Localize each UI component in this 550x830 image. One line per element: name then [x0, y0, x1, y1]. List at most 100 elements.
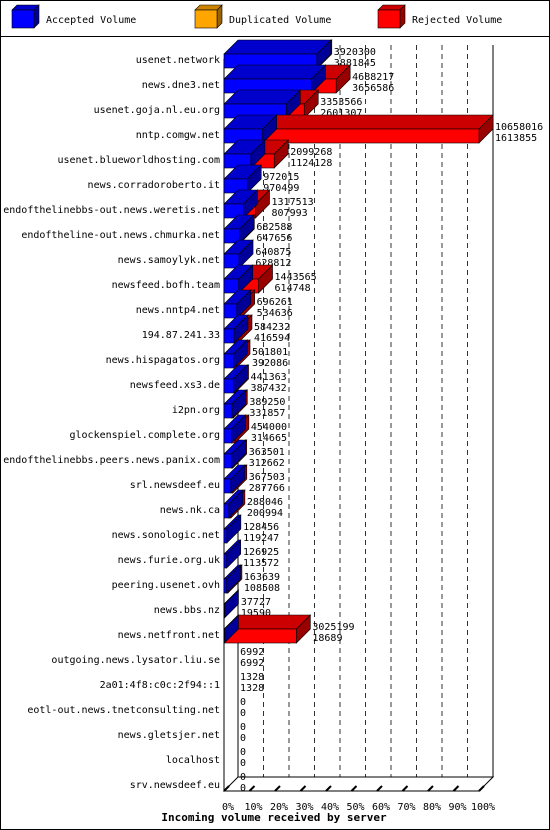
orange-cube-icon	[194, 4, 223, 29]
x-tick-mark	[350, 785, 358, 792]
category-label: nntp.comgw.net	[136, 130, 220, 141]
total-volume-label: 163639	[244, 572, 280, 583]
category-label: endofthelinebbs-out.news.weretis.net	[3, 205, 220, 216]
x-tick-label: 0%	[222, 802, 234, 813]
plot-area: 0% 10% 20% 30% 40% 50% 60% 70% 80% 90% 100% usenet.…	[3, 39, 543, 813]
accepted-volume-label: 331857	[249, 408, 285, 419]
x-tick-label: 100%	[471, 802, 495, 813]
x-tick-mark	[299, 785, 307, 792]
floor	[222, 776, 495, 792]
total-volume-label: 0	[240, 722, 246, 733]
total-volume-label: 0	[240, 772, 246, 783]
accepted-volume-bar	[223, 289, 252, 319]
total-volume-label: 0	[240, 697, 246, 708]
x-tick-mark	[248, 785, 256, 792]
x-tick-mark	[427, 785, 434, 792]
total-volume-label: 10658016	[495, 122, 543, 133]
accepted-volume-bar	[223, 339, 249, 369]
x-tick-label: 30%	[295, 802, 313, 813]
accepted-volume-label: 392086	[252, 358, 288, 369]
category-label: outgoing.news.lysator.liu.se	[51, 655, 220, 666]
x-tick-mark	[274, 785, 281, 792]
total-volume-label: 1317513	[272, 197, 314, 208]
category-label: news.corradoroberto.it	[88, 180, 220, 191]
accepted-volume-label: 970499	[263, 183, 299, 194]
category-label: news.furie.org.uk	[118, 555, 220, 566]
total-volume-label: 389250	[249, 397, 285, 408]
accepted-volume-label: 628812	[255, 258, 291, 269]
total-volume-label: 441363	[251, 372, 287, 383]
x-tick-mark	[478, 785, 485, 792]
accepted-volume-bar	[223, 439, 247, 469]
category-label: news.samoylyk.net	[118, 255, 220, 266]
accepted-volume-bar	[223, 239, 254, 269]
category-label: i2pn.org	[172, 405, 220, 416]
x-tick-label: 10%	[244, 802, 262, 813]
total-volume-label: 3353566	[320, 97, 362, 108]
total-volume-label: 454000	[251, 422, 287, 433]
category-label: news.hispagatos.org	[106, 355, 220, 366]
x-tick-label: 20%	[270, 802, 288, 813]
x-tick-mark	[376, 785, 383, 792]
x-axis-label: Incoming volume received by server	[161, 811, 387, 824]
category-label: glockenspiel.complete.org	[69, 430, 220, 441]
accepted-volume-label: 312662	[249, 458, 285, 469]
accepted-volume-bar	[223, 539, 242, 569]
x-tick-mark	[223, 785, 230, 792]
category-label: eotl-out.news.tnetconsulting.net	[27, 705, 220, 716]
accepted-volume-label: 200994	[247, 508, 283, 519]
category-label: news.sonologic.net	[112, 530, 220, 541]
accepted-volume-label: 119247	[243, 533, 279, 544]
accepted-volume-label: 3881845	[334, 58, 376, 69]
x-tick-label: 50%	[346, 802, 364, 813]
total-volume-label: 288046	[247, 497, 283, 508]
accepted-volume-bar	[223, 364, 248, 394]
total-volume-label: 128456	[243, 522, 279, 533]
accepted-volume-bar	[223, 389, 247, 419]
accepted-volume-label: 0	[240, 708, 246, 719]
category-label: usenet.network	[136, 55, 220, 66]
accepted-volume-label: 1124128	[290, 158, 332, 169]
legend-label: Accepted Volume	[46, 15, 136, 26]
accepted-volume-label: 614748	[275, 283, 311, 294]
accepted-volume-bar	[223, 264, 254, 294]
category-label: endofthelinebbs.peers.news.panix.com	[3, 455, 220, 466]
category-label: news.bbs.nz	[154, 605, 220, 616]
category-label: endoftheline-out.news.chmurka.net	[21, 230, 220, 241]
accepted-volume-label: 108508	[244, 583, 280, 594]
total-volume-label: 126925	[243, 547, 279, 558]
accepted-volume-bar	[223, 414, 247, 444]
category-label: news.dne3.net	[142, 80, 220, 91]
accepted-volume-bar	[223, 64, 327, 94]
legend-label: Rejected Volume	[412, 15, 502, 26]
accepted-volume-label: 0	[240, 758, 246, 769]
legend-label: Duplicated Volume	[229, 15, 331, 26]
accepted-volume-label: 19590	[241, 608, 271, 619]
accepted-volume-bar	[223, 614, 240, 644]
accepted-volume-label: 287766	[249, 483, 285, 494]
accepted-volume-label: 2601307	[320, 108, 362, 119]
total-volume-label: 6992	[240, 647, 264, 658]
accepted-volume-bar	[223, 114, 278, 144]
rejected-volume-bar	[261, 114, 494, 144]
category-label: newsfeed.xs3.de	[130, 380, 220, 391]
total-volume-label: 37727	[241, 597, 271, 608]
accepted-volume-bar	[223, 514, 242, 544]
total-volume-label: 0	[240, 747, 246, 758]
accepted-volume-label: 807993	[272, 208, 308, 219]
accepted-volume-label: 1613855	[495, 133, 537, 144]
rejected-volume-bar	[223, 614, 312, 644]
x-tick-mark	[401, 785, 409, 792]
accepted-volume-label: 534636	[257, 308, 293, 319]
accepted-volume-label: 0	[240, 733, 246, 744]
x-tick-label: 70%	[397, 802, 415, 813]
total-volume-label: 501801	[252, 347, 288, 358]
accepted-volume-bar	[223, 214, 255, 244]
category-label: localhost	[166, 755, 220, 766]
total-volume-label: 696261	[257, 297, 293, 308]
accepted-volume-label: 387432	[251, 383, 287, 394]
x-tick-label: 90%	[448, 802, 466, 813]
category-label: 194.87.241.33	[142, 330, 220, 341]
category-label: newsfeed.bofh.team	[112, 280, 220, 291]
